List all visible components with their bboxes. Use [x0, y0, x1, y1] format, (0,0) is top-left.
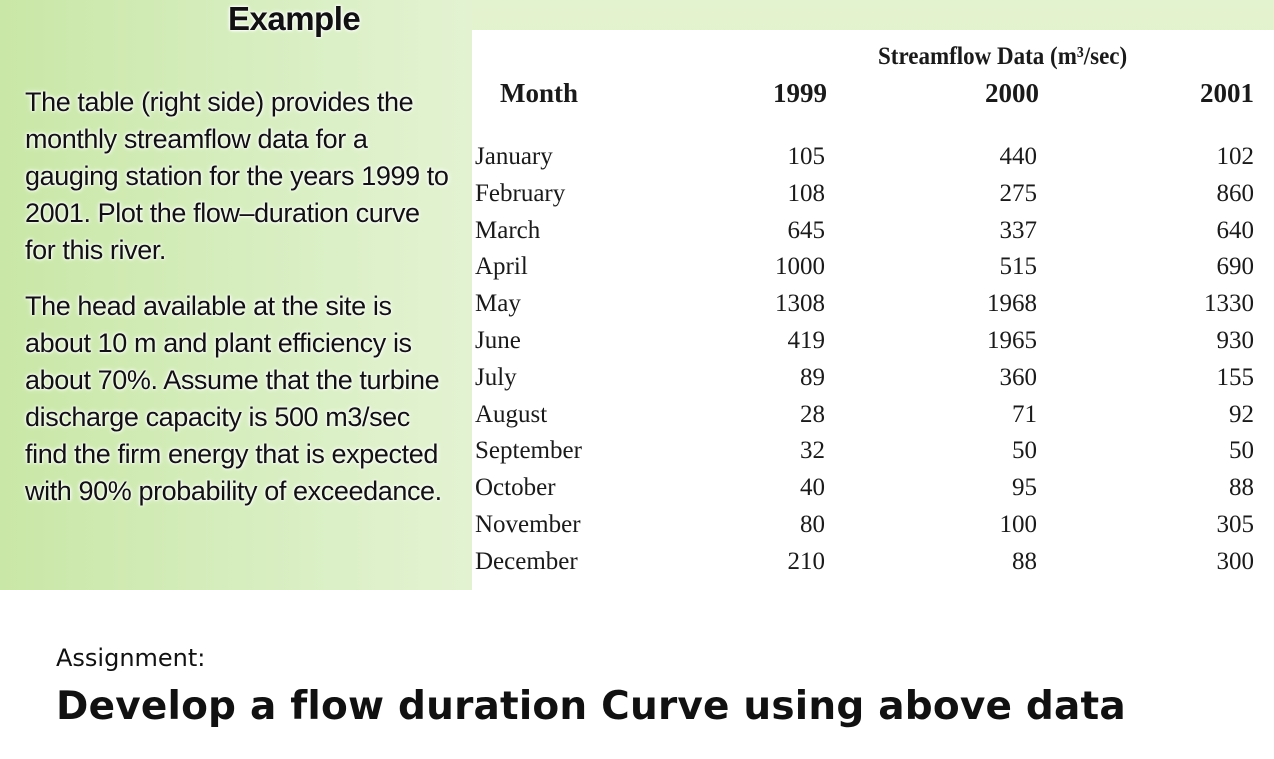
month-cell: May	[475, 290, 521, 318]
month-cell: June	[475, 327, 521, 354]
value-1999-cell: 40	[800, 474, 825, 502]
left-panel-background	[0, 0, 472, 590]
value-2000-cell: 515	[999, 253, 1038, 281]
value-1999-cell: 1308	[775, 290, 825, 318]
value-2000-cell: 440	[999, 143, 1038, 170]
month-cell: January	[475, 143, 553, 170]
value-1999-cell: 210	[787, 547, 826, 575]
value-1999-cell: 645	[787, 216, 826, 244]
value-1999-cell: 80	[800, 511, 825, 538]
table-row: April 1000 515 690	[472, 253, 1274, 289]
streamflow-table: Streamflow Data (m³/sec) Month 1999 2000…	[472, 30, 1274, 590]
month-cell: August	[475, 400, 548, 428]
table-row: November 80 100 305	[472, 511, 1274, 547]
value-2000-cell: 360	[999, 363, 1038, 391]
month-cell: April	[475, 253, 528, 281]
value-2000-cell: 71	[1012, 400, 1037, 428]
value-1999-cell: 105	[787, 143, 826, 170]
value-2001-cell: 690	[1216, 253, 1255, 281]
assignment-title: Develop a flow duration Curve using abov…	[56, 684, 1126, 729]
month-cell: February	[475, 179, 566, 207]
value-2000-cell: 50	[1012, 437, 1037, 465]
value-1999-cell: 1000	[775, 253, 825, 281]
month-cell: September	[475, 437, 582, 465]
table-row: October 40 95 88	[472, 474, 1274, 510]
value-2000-cell: 337	[999, 216, 1038, 244]
value-1999-cell: 89	[800, 363, 825, 391]
table-row: May 1308 1968 1330	[472, 290, 1274, 326]
month-cell: October	[475, 474, 556, 502]
value-2001-cell: 300	[1216, 547, 1255, 575]
slide-heading: Example	[228, 0, 361, 37]
table-row: February 108 275 860	[472, 180, 1274, 216]
table-row: September 32 50 50	[472, 437, 1274, 473]
value-2001-cell: 102	[1216, 143, 1255, 170]
table-row: December 210 88 300	[472, 548, 1274, 584]
value-2001-cell: 155	[1216, 363, 1255, 391]
value-1999-cell: 419	[787, 327, 826, 354]
value-2001-cell: 305	[1216, 511, 1255, 538]
value-2000-cell: 100	[999, 511, 1038, 538]
value-2001-cell: 1330	[1204, 290, 1254, 318]
month-cell: July	[475, 363, 517, 391]
column-header-month: Month	[500, 78, 579, 108]
value-2001-cell: 930	[1216, 327, 1255, 354]
value-2001-cell: 860	[1216, 179, 1255, 207]
value-2000-cell: 1968	[987, 290, 1037, 318]
value-2000-cell: 275	[999, 179, 1038, 207]
value-2000-cell: 95	[1012, 474, 1037, 502]
table-row: July 89 360 155	[472, 364, 1274, 400]
table-row: August 28 71 92	[472, 401, 1274, 437]
column-header-1999: 1999	[773, 78, 827, 108]
problem-statement-paragraph: The table (right side) provides the mont…	[25, 87, 449, 265]
value-2001-cell: 92	[1229, 400, 1254, 428]
problem-conditions-paragraph: The head available at the site is about …	[25, 291, 442, 506]
value-1999-cell: 28	[800, 400, 825, 428]
value-2001-cell: 640	[1216, 216, 1255, 244]
value-1999-cell: 32	[800, 437, 825, 465]
month-cell: November	[475, 511, 581, 538]
column-header-2000: 2000	[985, 78, 1039, 108]
value-1999-cell: 108	[787, 179, 826, 207]
value-2000-cell: 1965	[987, 327, 1037, 354]
table-row: June 419 1965 930	[472, 327, 1274, 363]
value-2001-cell: 88	[1229, 474, 1254, 502]
value-2000-cell: 88	[1012, 547, 1037, 575]
table-row: January 105 440 102	[472, 143, 1274, 179]
month-cell: December	[475, 547, 578, 575]
value-2001-cell: 50	[1229, 437, 1254, 465]
column-header-2001: 2001	[1200, 78, 1254, 108]
assignment-label: Assignment:	[56, 644, 206, 672]
table-caption: Streamflow Data (m³/sec)	[878, 43, 1128, 70]
month-cell: March	[475, 216, 541, 244]
table-row: March 645 337 640	[472, 217, 1274, 253]
